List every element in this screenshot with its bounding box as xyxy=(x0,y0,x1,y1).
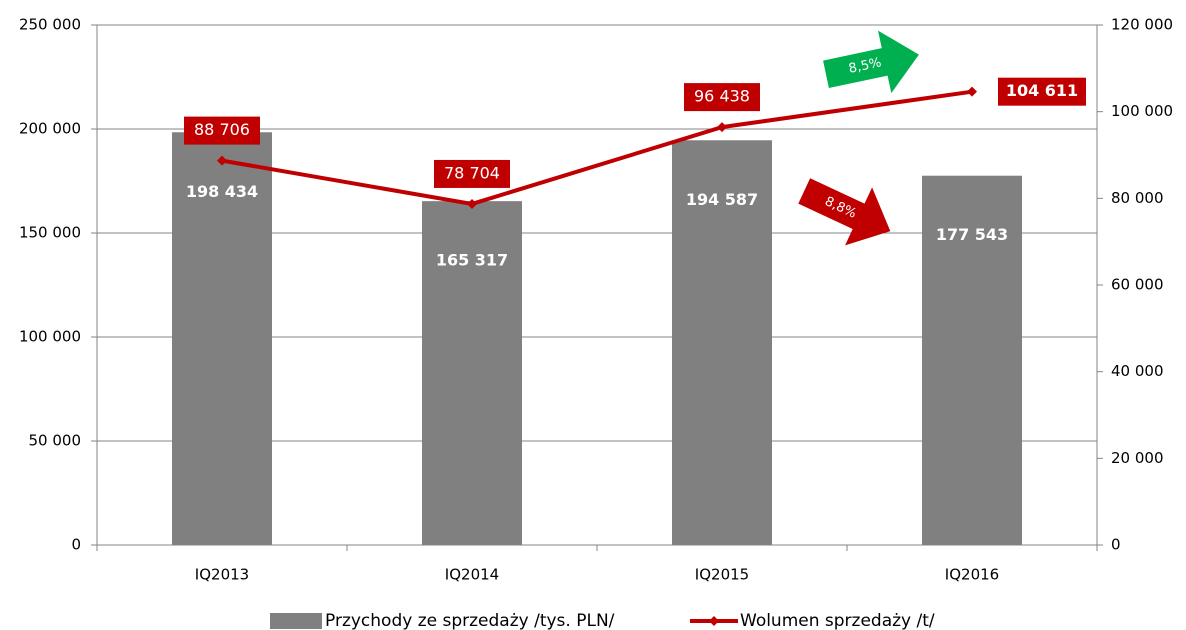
y2-tick-label: 20 000 xyxy=(1111,449,1164,467)
y-tick-label: 100 000 xyxy=(19,328,81,346)
value-label-box xyxy=(998,77,1086,106)
bar xyxy=(172,132,272,546)
y2-tick-label: 100 000 xyxy=(1111,102,1173,120)
annotation: 8,8% xyxy=(798,178,891,246)
marker xyxy=(217,155,227,166)
marker xyxy=(467,198,477,209)
line-value-label: 104 611 xyxy=(1006,81,1078,100)
line xyxy=(221,89,973,207)
bar xyxy=(672,140,772,545)
x-tick-label: IQ2015 xyxy=(695,566,749,584)
bar-value-label: 165 317 xyxy=(436,251,508,270)
x-tick-label: IQ2016 xyxy=(945,566,999,584)
bar-value-label: 194 587 xyxy=(686,190,758,209)
value-label-box xyxy=(684,83,760,112)
marker xyxy=(967,86,977,97)
line-value-label: 96 438 xyxy=(694,87,750,106)
annotation-arrow xyxy=(823,30,919,94)
annotation-text: 8,5% xyxy=(847,55,882,77)
y2-tick-label: 0 xyxy=(1111,536,1121,554)
bar-value-label: 198 434 xyxy=(186,182,258,201)
line-value-label: 88 706 xyxy=(194,120,250,139)
marker xyxy=(717,122,727,133)
y-tick-label: 150 000 xyxy=(19,224,81,242)
legend-label: Wolumen sprzedaży /t/ xyxy=(740,611,935,630)
bar xyxy=(922,175,1022,545)
bar xyxy=(422,201,522,546)
value-label-box xyxy=(434,159,510,188)
y2-tick-label: 40 000 xyxy=(1111,362,1164,380)
x-tick-label: IQ2013 xyxy=(195,566,249,584)
legend-label: Przychody ze sprzedaży /tys. PLN/ xyxy=(325,611,615,630)
y2-tick-label: 80 000 xyxy=(1111,189,1164,207)
y-tick-label: 250 000 xyxy=(19,16,81,34)
annotation: 8,5% xyxy=(823,30,919,94)
y2-tick-label: 120 000 xyxy=(1111,16,1173,34)
y-tick-label: 0 xyxy=(71,536,81,554)
legend-swatch xyxy=(270,613,322,629)
annotation-arrow xyxy=(798,178,891,246)
bar-value-label: 177 543 xyxy=(936,225,1008,244)
y2-tick-label: 60 000 xyxy=(1111,276,1164,294)
value-label-box xyxy=(184,116,260,145)
legend-marker xyxy=(709,616,719,626)
x-tick-label: IQ2014 xyxy=(445,566,499,584)
line-value-label: 78 704 xyxy=(444,163,500,182)
y-tick-label: 200 000 xyxy=(19,120,81,138)
y-tick-label: 50 000 xyxy=(29,432,82,450)
